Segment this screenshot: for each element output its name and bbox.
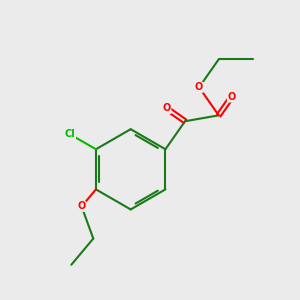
Text: O: O (195, 82, 203, 92)
Text: O: O (227, 92, 236, 102)
Text: Cl: Cl (65, 129, 76, 140)
Text: O: O (163, 103, 171, 113)
Text: O: O (77, 202, 86, 212)
